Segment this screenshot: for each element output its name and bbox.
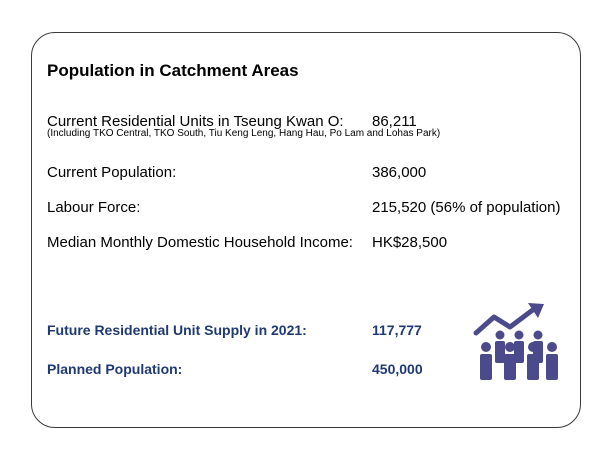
- row-value: HK$28,500: [372, 234, 448, 251]
- row-label: Labour Force:: [47, 199, 141, 216]
- population-growth-icon: [472, 303, 562, 383]
- row-label: Median Monthly Domestic Household Income…: [47, 234, 353, 251]
- row-value: 386,000: [372, 164, 427, 181]
- row-label: Future Residential Unit Supply in 2021:: [47, 322, 307, 338]
- row-value: 215,520 (56% of population): [372, 199, 561, 216]
- row-label: Current Population:: [47, 164, 177, 181]
- content-card: Population in Catchment Areas Current Re…: [31, 32, 581, 428]
- row-value: 117,777: [372, 322, 422, 338]
- row-label: Current Residential Units in Tseung Kwan…: [47, 113, 344, 130]
- row-label: Planned Population:: [47, 361, 183, 377]
- page-title: Population in Catchment Areas: [47, 61, 299, 80]
- residential-units-note: (Including TKO Central, TKO South, Tiu K…: [47, 128, 441, 139]
- row-value: 86,211: [372, 113, 417, 130]
- row-value: 450,000: [372, 361, 423, 377]
